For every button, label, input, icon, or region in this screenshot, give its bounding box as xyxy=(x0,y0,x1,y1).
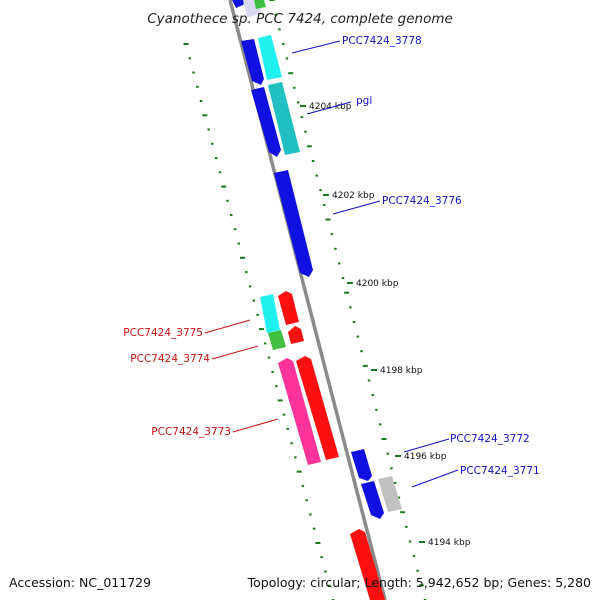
gene-feature-3772[interactable] xyxy=(351,449,372,481)
leader-3776 xyxy=(332,200,381,215)
genome-summary-text: Topology: circular; Length: 5,942,652 bp… xyxy=(247,575,591,590)
tick-label: 4198 kbp xyxy=(380,366,423,376)
gene-feature-3777-blue[interactable] xyxy=(251,87,281,157)
gene-feature-bottom-red[interactable] xyxy=(350,529,385,600)
map-title: Cyanothece sp. PCC 7424, complete genome xyxy=(147,11,453,27)
label-3771[interactable]: PCC7424_3771 xyxy=(460,465,540,477)
leader-3773 xyxy=(232,418,279,433)
leader-3775 xyxy=(204,319,251,334)
label-leaders xyxy=(204,40,459,488)
gene-feature-3779[interactable] xyxy=(241,39,264,85)
tick-ring-inner xyxy=(183,43,335,600)
tick-label: 4202 kbp xyxy=(332,191,375,201)
leader-3771 xyxy=(411,469,459,488)
gene-feature-red-small-a[interactable] xyxy=(278,291,299,325)
gene-feature-top-blue-partial[interactable] xyxy=(232,0,246,8)
gene-labels: PCC7424_3778 pgi PCC7424_3776 PCC7424_37… xyxy=(123,35,539,477)
gene-feature-3776[interactable] xyxy=(274,170,313,277)
leader-3778 xyxy=(291,40,341,54)
leader-3774 xyxy=(211,345,259,360)
leader-pgi xyxy=(306,101,352,115)
gene-feature-red-small-b[interactable] xyxy=(288,326,304,344)
label-3772[interactable]: PCC7424_3772 xyxy=(450,433,530,445)
gene-feature-blue-lower[interactable] xyxy=(361,481,384,519)
tick-label: 4194 kbp xyxy=(428,538,471,548)
label-3773[interactable]: PCC7424_3773 xyxy=(151,426,231,438)
tick-label: 4204 kbp xyxy=(309,102,352,112)
gene-feature-pgi[interactable] xyxy=(268,82,300,155)
gene-feature-3771[interactable] xyxy=(378,476,402,512)
label-3774[interactable]: PCC7424_3774 xyxy=(130,353,210,365)
tick-label: 4196 kbp xyxy=(404,452,447,462)
gene-feature-red-long[interactable] xyxy=(296,356,339,460)
tick-label: 4200 kbp xyxy=(356,279,399,289)
label-3776[interactable]: PCC7424_3776 xyxy=(382,195,462,207)
label-pgi[interactable]: pgi xyxy=(356,95,372,107)
gene-feature-3775[interactable] xyxy=(260,294,280,333)
leader-3772 xyxy=(403,438,450,453)
gene-feature-top-green-partial[interactable] xyxy=(254,0,266,9)
gene-feature-3773[interactable] xyxy=(278,358,321,465)
label-3778[interactable]: PCC7424_3778 xyxy=(342,35,422,47)
gene-feature-3778[interactable] xyxy=(258,35,282,80)
gene-features xyxy=(232,0,402,600)
tick-labels: 4204 kbp 4202 kbp 4200 kbp 4198 kbp 4196 kbp… xyxy=(300,102,471,548)
accession-text: Accession: NC_011729 xyxy=(9,575,151,590)
label-3775[interactable]: PCC7424_3775 xyxy=(123,327,203,339)
tick-ring-outer xyxy=(269,0,427,600)
gene-feature-3774[interactable] xyxy=(268,330,286,350)
